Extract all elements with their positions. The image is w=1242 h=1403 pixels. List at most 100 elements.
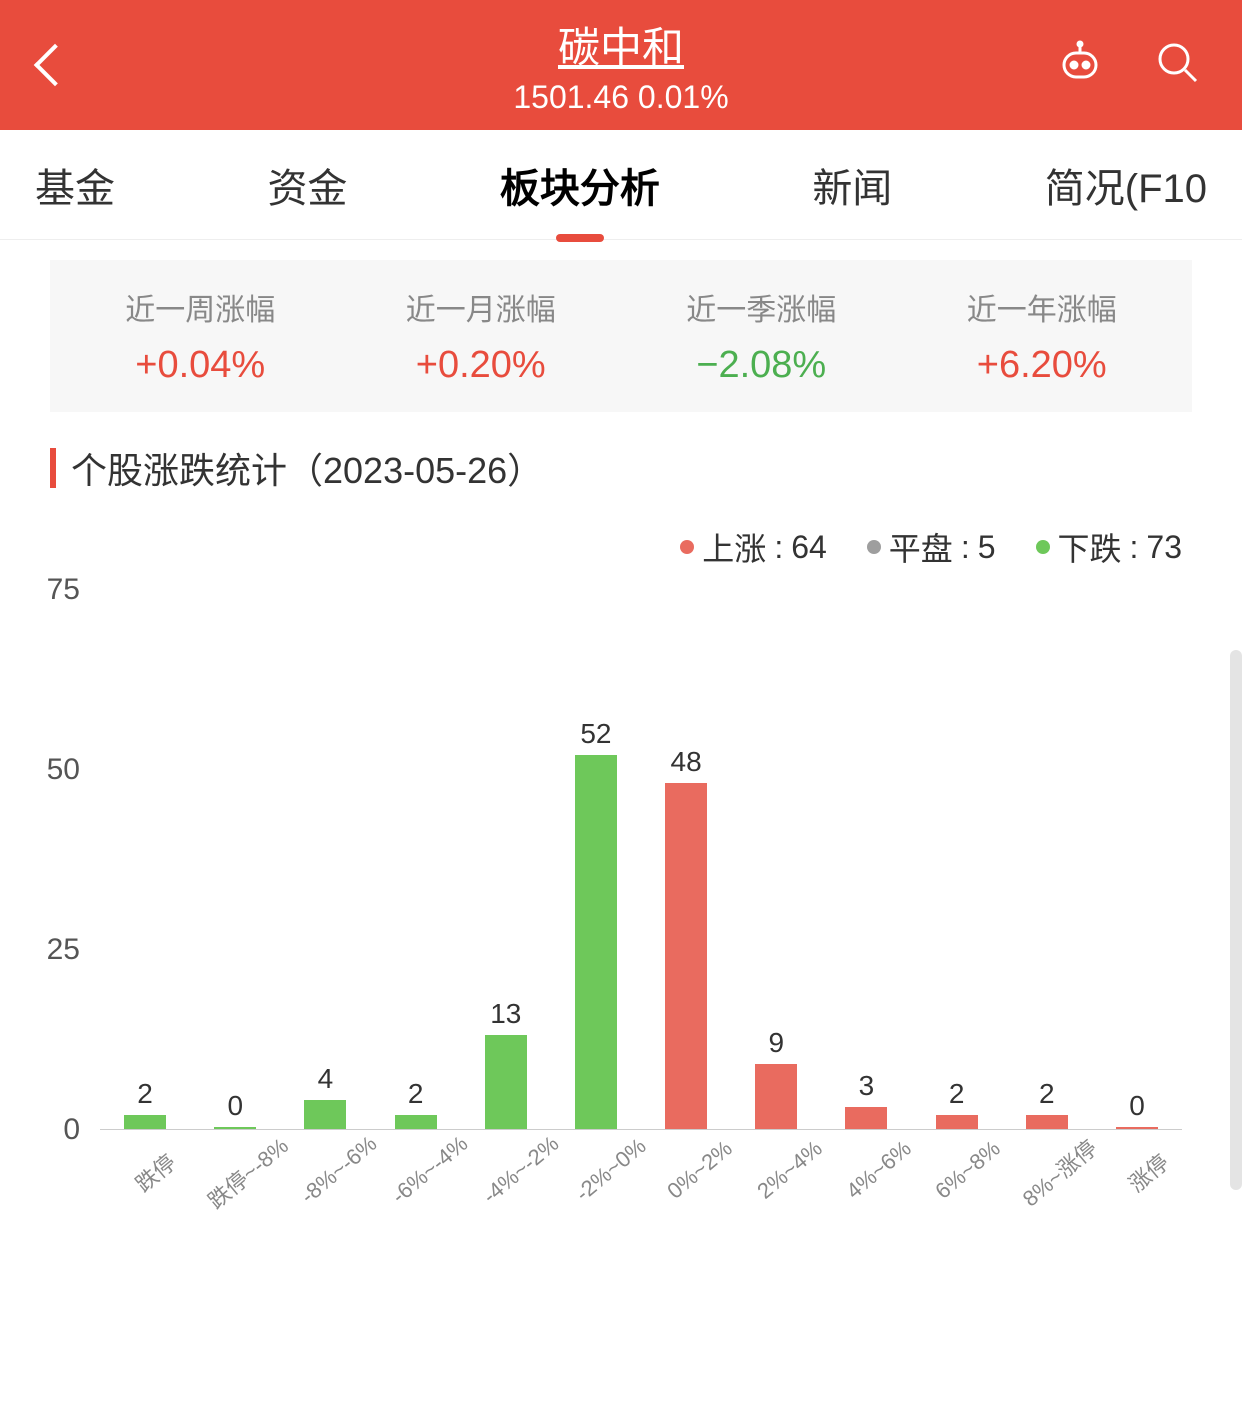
bar [665, 783, 707, 1129]
section-title: 个股涨跌统计（2023-05-26） [50, 442, 1192, 494]
bar [214, 1127, 256, 1129]
stat-value: +6.20% [967, 344, 1117, 387]
y-tick: 0 [63, 1113, 80, 1147]
bars-row: 2 0 4 2 13 52 48 9 3 2 2 0 [100, 590, 1182, 1129]
bar [304, 1100, 346, 1129]
legend-flat: 平盘: 5 [867, 524, 996, 570]
legend-down-label: 下跌 [1058, 524, 1122, 570]
stock-price-change: 1501.46 0.01% [513, 79, 728, 116]
legend-dot-down [1036, 540, 1050, 554]
assistant-icon[interactable] [1056, 39, 1104, 92]
bar-value-label: 0 [1129, 1090, 1145, 1122]
x-label: 4%~6% [836, 1131, 925, 1213]
legend-dot-flat [867, 540, 881, 554]
period-stats-row: 近一周涨幅 +0.04% 近一月涨幅 +0.20% 近一季涨幅 −2.08% 近一年涨幅 +6… [50, 260, 1192, 412]
x-label: -2%~0% [569, 1131, 658, 1213]
bar-value-label: 52 [580, 718, 611, 750]
price-value: 1501.46 [513, 79, 629, 115]
stat-label: 近一年涨幅 [967, 285, 1117, 329]
header-title-block[interactable]: 碳中和 1501.46 0.01% [513, 14, 728, 116]
x-label: 8%~涨停 [1014, 1131, 1103, 1213]
x-label: 0%~2% [658, 1131, 747, 1213]
bar [936, 1115, 978, 1129]
scrollbar-track[interactable] [1228, 130, 1242, 1130]
bar-value-label: 3 [859, 1070, 875, 1102]
bar-wrapper: 52 [551, 590, 641, 1129]
legend-up-count: 64 [791, 529, 827, 566]
legend-down-count: 73 [1146, 529, 1182, 566]
tab-2[interactable]: 板块分析 [485, 146, 675, 224]
stat-label: 近一季涨幅 [686, 285, 836, 329]
x-label: -4%~-2% [478, 1131, 568, 1214]
bar-wrapper: 13 [461, 590, 551, 1129]
bar-value-label: 48 [671, 746, 702, 778]
distribution-chart: 0255075 204213524893220 跌停跌停~-8%-8%~-6%-… [30, 590, 1212, 1270]
bar [124, 1115, 166, 1129]
x-label: 2%~4% [747, 1131, 836, 1213]
x-label: 跌停~-8% [200, 1129, 294, 1215]
section-title-text: 个股涨跌统计（2023-05-26） [71, 442, 543, 494]
bar-wrapper: 9 [731, 590, 821, 1129]
bar-value-label: 2 [949, 1078, 965, 1110]
bar [755, 1064, 797, 1129]
tab-0[interactable]: 基金 [20, 146, 130, 224]
bar [1116, 1127, 1158, 1129]
bar [485, 1035, 527, 1129]
bar-wrapper: 0 [1092, 590, 1182, 1129]
stat-value: −2.08% [686, 344, 836, 387]
stat-value: +0.04% [125, 344, 275, 387]
bar-wrapper: 2 [100, 590, 190, 1129]
bar [575, 755, 617, 1129]
legend-flat-label: 平盘 [889, 524, 953, 570]
bar-value-label: 9 [769, 1027, 785, 1059]
stat-item-0: 近一周涨幅 +0.04% [125, 285, 275, 387]
bar-value-label: 4 [318, 1063, 334, 1095]
x-label: -6%~-4% [387, 1131, 477, 1214]
tab-bar: 基金 资金 板块分析 新闻 简况(F10 [0, 130, 1242, 240]
y-axis: 0255075 [30, 590, 90, 1130]
x-label: -8%~-6% [296, 1131, 386, 1214]
bar-value-label: 2 [137, 1078, 153, 1110]
legend-dot-up [680, 540, 694, 554]
tab-4[interactable]: 简况(F10 [1030, 146, 1222, 224]
scrollbar-thumb[interactable] [1230, 650, 1242, 1190]
stat-item-1: 近一月涨幅 +0.20% [406, 285, 556, 387]
bar-wrapper: 2 [1002, 590, 1092, 1129]
x-label: 跌停 [110, 1131, 199, 1213]
bar-wrapper: 2 [912, 590, 1002, 1129]
header-actions [1056, 39, 1202, 92]
stock-name: 碳中和 [513, 14, 728, 75]
bar-wrapper: 48 [641, 590, 731, 1129]
bar [1026, 1115, 1068, 1129]
stat-value: +0.20% [406, 344, 556, 387]
bar-wrapper: 0 [190, 590, 280, 1129]
legend-down: 下跌: 73 [1036, 524, 1183, 570]
bar-wrapper: 4 [280, 590, 370, 1129]
y-tick: 25 [47, 933, 80, 967]
stat-label: 近一月涨幅 [406, 285, 556, 329]
y-tick: 75 [47, 573, 80, 607]
x-label: 6%~8% [925, 1131, 1014, 1213]
legend-up: 上涨: 64 [680, 524, 827, 570]
stat-item-2: 近一季涨幅 −2.08% [686, 285, 836, 387]
legend-up-label: 上涨 [702, 524, 766, 570]
y-tick: 50 [47, 753, 80, 787]
bar-value-label: 2 [408, 1078, 424, 1110]
x-axis-labels: 跌停跌停~-8%-8%~-6%-6%~-4%-4%~-2%-2%~0%0%~2%… [100, 1135, 1182, 1192]
app-header: 碳中和 1501.46 0.01% [0, 0, 1242, 130]
chart-plot-area: 2 0 4 2 13 52 48 9 3 2 2 0 [100, 590, 1182, 1130]
chart-legend: 上涨: 64 平盘: 5 下跌: 73 [60, 524, 1182, 570]
stat-label: 近一周涨幅 [125, 285, 275, 329]
back-icon[interactable] [34, 44, 76, 86]
search-icon[interactable] [1154, 39, 1202, 92]
tab-3[interactable]: 新闻 [797, 146, 907, 224]
bar-value-label: 13 [490, 998, 521, 1030]
bar-wrapper: 2 [371, 590, 461, 1129]
bar [395, 1115, 437, 1129]
bar [845, 1107, 887, 1129]
change-value: 0.01% [638, 79, 729, 115]
x-label: 涨停 [1103, 1131, 1192, 1213]
bar-value-label: 2 [1039, 1078, 1055, 1110]
tab-1[interactable]: 资金 [252, 146, 362, 224]
bar-value-label: 0 [227, 1090, 243, 1122]
